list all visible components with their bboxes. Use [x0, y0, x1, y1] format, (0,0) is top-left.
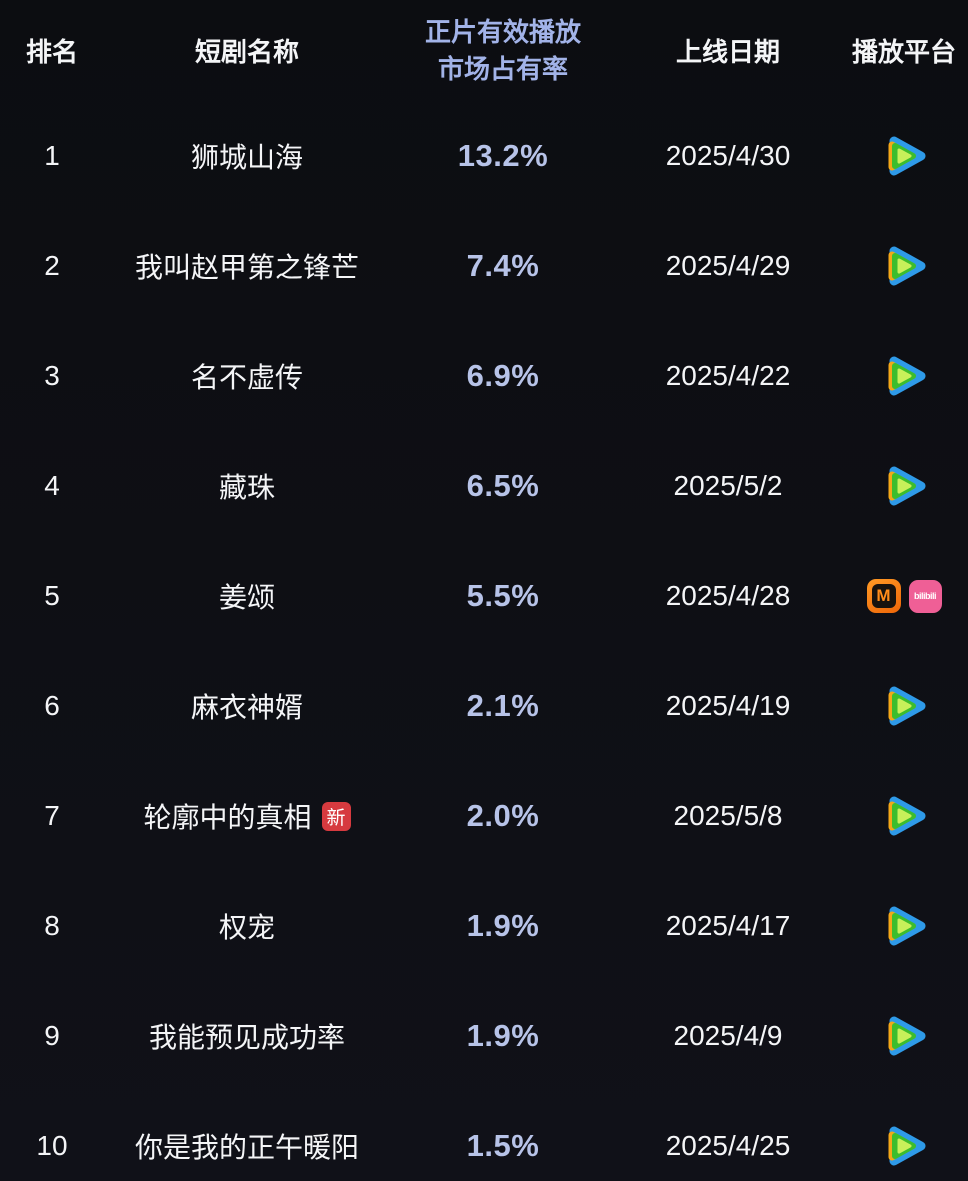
date-value: 2025/5/2	[673, 470, 783, 501]
header-share-line1: 正片有效播放	[424, 16, 581, 47]
table-row: 5 姜颂 5.5% 2025/4/28 M bilibili	[0, 541, 968, 651]
rank-value: 7	[44, 800, 60, 831]
rank-value: 1	[44, 140, 60, 171]
drama-name: 我能预见成功率	[104, 1016, 390, 1056]
tencent-video-icon	[881, 905, 927, 947]
table-row: 2 我叫赵甲第之锋芒 7.4% 2025/4/29	[0, 211, 968, 321]
rank-value: 9	[44, 1020, 60, 1051]
tencent-video-icon	[881, 1125, 927, 1167]
date-value: 2025/4/17	[665, 910, 791, 941]
rank-value: 8	[44, 910, 60, 941]
share-value: 6.9%	[466, 358, 540, 393]
drama-name-text: 轮廓中的真相	[143, 802, 312, 833]
tencent-video-icon	[881, 685, 927, 727]
header-platform: 播放平台	[851, 37, 956, 67]
platform-icons	[840, 465, 968, 507]
drama-name-text: 狮城山海	[190, 142, 303, 173]
header-share-line2: 市场占有率	[437, 53, 568, 84]
rank-value: 2	[44, 250, 60, 281]
header-date: 上线日期	[675, 37, 780, 67]
share-value: 1.9%	[466, 1018, 540, 1053]
drama-name-text: 你是我的正午暖阳	[134, 1132, 359, 1163]
share-value: 6.5%	[466, 468, 540, 503]
table-row: 9 我能预见成功率 1.9% 2025/4/9	[0, 981, 968, 1091]
mango-tv-icon: M	[866, 579, 901, 613]
new-badge: 新	[321, 801, 351, 831]
header-name: 短剧名称	[194, 37, 299, 67]
share-value: 5.5%	[466, 578, 540, 613]
drama-name-text: 名不虚传	[190, 362, 303, 393]
drama-name: 你是我的正午暖阳	[104, 1126, 390, 1166]
tencent-video-icon	[881, 245, 927, 287]
drama-name-text: 权宠	[218, 912, 275, 943]
table-row: 8 权宠 1.9% 2025/4/17	[0, 871, 968, 981]
tencent-video-icon	[881, 465, 927, 507]
drama-name-text: 麻衣神婿	[190, 692, 303, 723]
drama-name-text: 我叫赵甲第之锋芒	[134, 252, 359, 283]
rank-value: 4	[44, 470, 60, 501]
drama-name: 我叫赵甲第之锋芒	[104, 246, 390, 286]
drama-name: 藏珠	[104, 466, 390, 506]
share-value: 2.0%	[466, 798, 540, 833]
rank-value: 6	[44, 690, 60, 721]
table-body: 1 狮城山海 13.2% 2025/4/30 2 我叫赵甲第之锋芒 7.4% 2…	[0, 101, 968, 1181]
tencent-video-icon	[881, 795, 927, 837]
date-value: 2025/4/28	[665, 580, 791, 611]
share-value: 1.5%	[466, 1128, 540, 1163]
platform-icons	[840, 1015, 968, 1057]
mango-tv-glyph: M	[871, 584, 896, 608]
header-rank: 排名	[25, 37, 78, 67]
table-row: 7 轮廓中的真相 新 2.0% 2025/5/8	[0, 761, 968, 871]
share-value: 7.4%	[466, 248, 540, 283]
drama-name: 麻衣神婿	[104, 686, 390, 726]
platform-icons	[840, 905, 968, 947]
table-row: 10 你是我的正午暖阳 1.5% 2025/4/25	[0, 1091, 968, 1181]
drama-name: 权宠	[104, 906, 390, 946]
platform-icons	[840, 355, 968, 397]
platform-icons	[840, 245, 968, 287]
date-value: 2025/4/22	[665, 360, 791, 391]
rank-value: 3	[44, 360, 60, 391]
table-row: 3 名不虚传 6.9% 2025/4/22	[0, 321, 968, 431]
platform-icons	[840, 135, 968, 177]
rank-value: 5	[44, 580, 60, 611]
bilibili-icon: bilibili	[908, 579, 942, 613]
drama-name: 狮城山海	[104, 136, 390, 176]
platform-icons	[840, 685, 968, 727]
date-value: 2025/4/30	[665, 140, 791, 171]
platform-icons	[840, 1125, 968, 1167]
drama-name-text: 我能预见成功率	[148, 1022, 345, 1053]
platform-icons	[840, 795, 968, 837]
table-row: 4 藏珠 6.5% 2025/5/2	[0, 431, 968, 541]
share-value: 13.2%	[457, 138, 549, 173]
date-value: 2025/4/9	[673, 1020, 783, 1051]
date-value: 2025/4/25	[665, 1130, 791, 1161]
table-row: 6 麻衣神婿 2.1% 2025/4/19	[0, 651, 968, 761]
tencent-video-icon	[881, 355, 927, 397]
share-value: 2.1%	[466, 688, 540, 723]
date-value: 2025/4/29	[665, 250, 791, 281]
date-value: 2025/5/8	[673, 800, 783, 831]
drama-name: 轮廓中的真相 新	[104, 796, 390, 836]
drama-name: 姜颂	[104, 576, 390, 616]
date-value: 2025/4/19	[665, 690, 791, 721]
platform-icons: M bilibili	[840, 579, 968, 613]
drama-name: 名不虚传	[104, 356, 390, 396]
bilibili-icon-label: bilibili	[914, 591, 937, 601]
table-row: 1 狮城山海 13.2% 2025/4/30	[0, 101, 968, 211]
drama-name-text: 姜颂	[218, 582, 275, 613]
rank-value: 10	[36, 1130, 68, 1161]
tencent-video-icon	[881, 1015, 927, 1057]
header-share: 正片有效播放 市场占有率	[390, 14, 616, 88]
drama-name-text: 藏珠	[218, 472, 275, 503]
share-value: 1.9%	[466, 908, 540, 943]
tencent-video-icon	[881, 135, 927, 177]
table-header: 排名 短剧名称 正片有效播放 市场占有率 上线日期 播放平台	[0, 0, 968, 101]
